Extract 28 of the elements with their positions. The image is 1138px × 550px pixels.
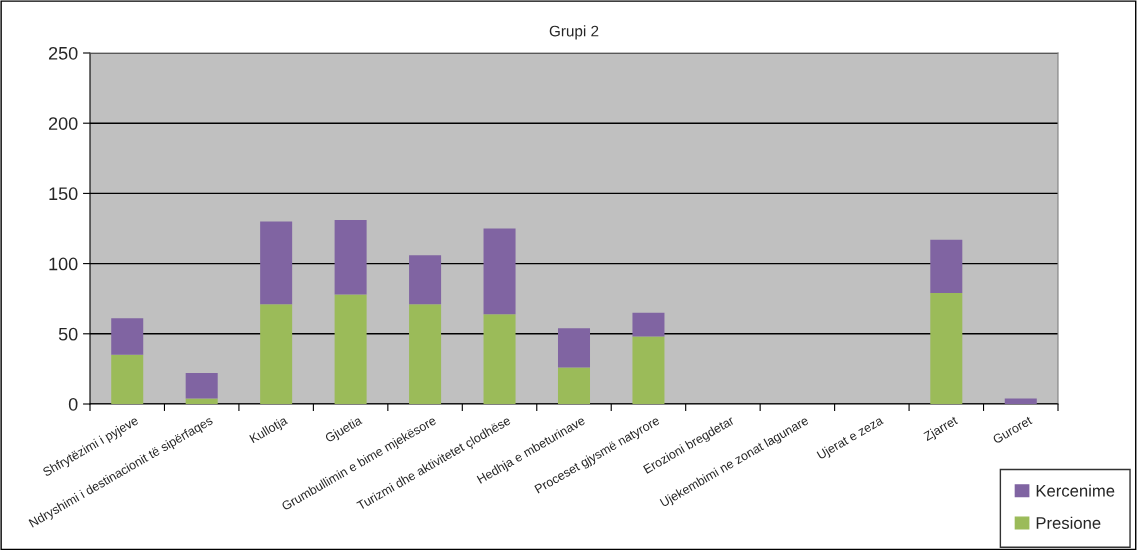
bar xyxy=(260,221,293,305)
bar xyxy=(632,336,665,404)
bar xyxy=(260,304,293,404)
y-tick-label: 150 xyxy=(49,187,78,201)
y-tick-label: 250 xyxy=(48,46,78,60)
bar xyxy=(185,373,218,399)
bar xyxy=(930,293,963,404)
y-tick-label: 100 xyxy=(49,257,78,271)
bar xyxy=(483,314,516,404)
bar xyxy=(409,255,442,305)
bar xyxy=(334,294,367,404)
bar xyxy=(557,328,591,368)
legend-label: Presione xyxy=(1036,516,1101,529)
bar xyxy=(409,304,442,404)
bar xyxy=(334,220,367,295)
bar xyxy=(185,398,218,404)
bar xyxy=(483,228,516,315)
bar xyxy=(111,354,144,404)
bar xyxy=(557,367,591,404)
y-tick-label: 0 xyxy=(68,397,78,411)
chart-title: Grupi 2 xyxy=(549,25,599,40)
bar xyxy=(111,318,144,355)
bar xyxy=(930,239,963,294)
legend-label: Kercenime xyxy=(1036,484,1115,497)
y-tick-label: 200 xyxy=(48,117,78,130)
y-tick-label: 50 xyxy=(58,327,78,341)
bar xyxy=(1004,398,1037,404)
bar xyxy=(632,312,665,337)
